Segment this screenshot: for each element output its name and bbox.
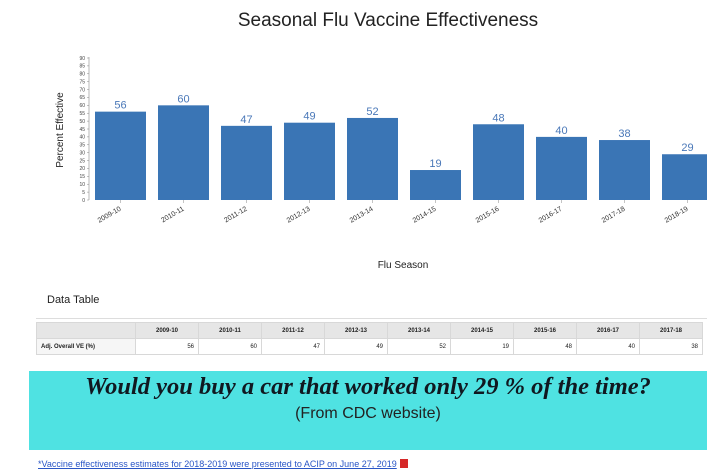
bar-data-label: 49: [303, 111, 315, 123]
table-cell: 47: [261, 338, 325, 355]
table-column-header: 2013-14: [387, 322, 451, 339]
bar-2015-16: [473, 124, 524, 200]
bar-2010-11: [158, 105, 209, 200]
bar-chart: Seasonal Flu Vaccine Effectiveness Perce…: [55, 10, 707, 271]
y-tick-label: 5: [82, 190, 85, 196]
bar-data-label: 52: [366, 106, 378, 118]
x-tick-label: 2014-15: [412, 206, 438, 225]
table-column-header: 2014-15: [450, 322, 514, 339]
table-cell: 52: [387, 338, 451, 355]
table-row-label: Adj. Overall VE (%): [36, 338, 136, 355]
bar-data-label: 29: [681, 142, 693, 154]
x-tick-label: 2013-14: [349, 206, 375, 225]
y-tick-label: 55: [79, 111, 85, 117]
y-tick-label: 65: [79, 95, 85, 101]
table-corner-cell: [36, 322, 136, 339]
x-axis-label: Flu Season: [378, 260, 429, 271]
table-divider: [36, 318, 707, 319]
x-tick-label: 2012-13: [286, 206, 312, 225]
callout-headline: Would you buy a car that worked only 29 …: [85, 373, 651, 400]
bar-series: 56 60 47 49 52 19 48 40 38 29: [95, 93, 707, 200]
bar-data-label: 48: [492, 112, 504, 124]
y-tick-label: 75: [79, 79, 85, 85]
y-tick-label: 85: [79, 64, 85, 70]
table-column-header: 2012-13: [324, 322, 388, 339]
table-cell: 49: [324, 338, 388, 355]
table-column-header: 2010-11: [198, 322, 262, 339]
bar-2013-14: [347, 117, 398, 200]
x-tick-label: 2011-12: [223, 206, 248, 225]
table-header-row: 2009-10 2010-11 2011-12 2012-13 2013-14 2014-…: [36, 322, 703, 339]
y-axis-label: Percent Effective: [55, 92, 66, 168]
table-column-header: 2009-10: [135, 322, 199, 339]
bar-2011-12: [221, 125, 272, 200]
y-tick-label: 80: [79, 72, 85, 78]
y-tick-label: 25: [79, 158, 85, 164]
bar-2009-10: [95, 111, 146, 200]
footnote-link[interactable]: *Vaccine effectiveness estimates for 201…: [38, 459, 408, 469]
y-tick-label: 50: [79, 119, 85, 125]
bar-data-label: 60: [177, 93, 189, 105]
table-column-header: 2015-16: [513, 322, 577, 339]
table-column-header: 2016-17: [576, 322, 640, 339]
pdf-icon: [399, 459, 408, 468]
callout-subtext: (From CDC website): [295, 405, 441, 422]
y-tick-label: 10: [79, 182, 85, 188]
y-tick-label: 40: [79, 135, 85, 141]
y-tick-label: 0: [82, 198, 85, 204]
bar-2018-19: [662, 154, 707, 200]
y-tick-label: 15: [79, 174, 85, 180]
table-cell: 19: [450, 338, 514, 355]
x-tick-label: 2018-19: [664, 206, 690, 225]
data-table-heading: Data Table: [47, 294, 100, 306]
y-tick-label: 90: [79, 56, 85, 62]
y-tick-label: 45: [79, 127, 85, 133]
footnote-text: *Vaccine effectiveness estimates for 201…: [38, 459, 397, 469]
table-cell: 48: [513, 338, 577, 355]
x-tick-label: 2015-16: [475, 206, 501, 225]
bar-data-label: 56: [114, 100, 126, 112]
bar-data-label: 47: [240, 114, 252, 126]
y-tick-label: 30: [79, 150, 85, 156]
bar-2017-18: [599, 140, 650, 200]
bar-data-label: 19: [429, 158, 441, 170]
table-column-header: 2011-12: [261, 322, 325, 339]
table-cell: 60: [198, 338, 262, 355]
bar-2014-15: [410, 170, 461, 200]
x-tick-label: 2017-18: [601, 206, 627, 225]
y-tick-label: 35: [79, 143, 85, 149]
y-tick-label: 70: [79, 87, 85, 93]
bar-2012-13: [284, 122, 335, 200]
table-cell: 56: [135, 338, 199, 355]
table-column-header: 2017-18: [639, 322, 703, 339]
x-tick-label: 2010-11: [160, 206, 185, 225]
data-table-section: Data Table 2009-10 2010-11 2011-12 2012-13 2…: [36, 284, 707, 374]
x-tick-label: 2016-17: [538, 206, 564, 225]
table-row: Adj. Overall VE (%) 56 60 47 49 52 19 48 40 38: [36, 338, 703, 355]
table-cell: 40: [576, 338, 640, 355]
table-cell: 38: [639, 338, 703, 355]
y-tick-label: 60: [79, 103, 85, 109]
bar-data-label: 38: [618, 128, 630, 140]
x-tick-label: 2009-10: [97, 206, 123, 225]
data-table: 2009-10 2010-11 2011-12 2012-13 2013-14 2014-…: [36, 322, 703, 355]
y-tick-label: 20: [79, 166, 85, 172]
chart-title: Seasonal Flu Vaccine Effectiveness: [238, 10, 538, 31]
bar-2016-17: [536, 136, 587, 200]
x-axis-ticks: 2009-10 2010-11 2011-12 2012-13 2013-14 2014-…: [97, 200, 690, 225]
callout-banner: Would you buy a car that worked only 29 …: [29, 371, 707, 450]
bar-data-label: 40: [555, 125, 567, 137]
